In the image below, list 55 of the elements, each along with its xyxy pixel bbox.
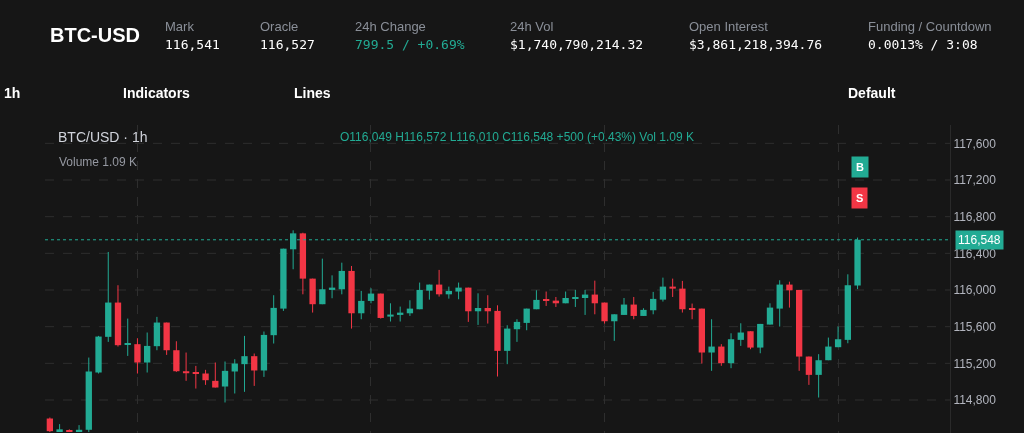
y-tick-label: 116,800 [953,209,997,224]
candlestick [640,307,647,317]
candlestick [319,258,326,305]
y-tick-label: 115,600 [953,319,997,334]
candlestick [708,318,715,372]
candlestick [241,335,248,393]
annotation: B [856,161,864,173]
text: Oracle [260,19,299,34]
candlestick [348,265,355,330]
text: Lines [294,85,331,101]
text: 799.5 / +0.69% [355,37,465,52]
text: 0.0013% / 3:08 [868,37,978,52]
candlestick [95,335,102,375]
text: Funding / Countdown [868,19,992,34]
text: $3,861,218,394.76 [689,37,823,52]
candlestick [747,330,754,350]
text: 116,527 [260,37,315,52]
y-tick-label: 117,200 [953,173,997,188]
candlestick [815,353,822,399]
candlestick [679,280,686,314]
candlestick [173,340,180,373]
text: $1,740,790,214.32 [510,37,644,52]
y-tick-label: 115,200 [953,356,997,371]
candlestick [134,337,141,375]
candlestick [426,284,433,301]
annotation: O116,049 H116,572 L116,010 C116,548 +500 (+0.43%) Vol 1.09 K [340,130,695,144]
text: BTC-USD [50,24,140,46]
candlestick [572,289,579,308]
text: 24h Vol [510,19,554,34]
candlestick [309,278,316,314]
ref-line-label: 116,548 [958,233,1001,247]
candlestick [416,282,423,310]
candlestick [163,322,170,356]
candlestick [825,337,832,361]
text: Indicators [123,85,191,101]
y-tick-label: 116,400 [953,246,997,261]
annotation: S [856,192,864,204]
text: 24h Change [355,19,426,34]
text: Open Interest [689,19,769,34]
y-tick-label: 116,000 [953,283,997,298]
y-tick-label: 114,800 [953,393,997,408]
candlestick [387,302,394,323]
text: Default [848,85,896,101]
candlestick [280,248,287,312]
text: 1h [4,85,21,101]
chart-title: BTC/USD · 1h [58,128,148,145]
text: Mark [165,19,195,34]
candlestick [455,282,462,300]
annotation: Volume 1.09 K [59,155,138,169]
candlestick [494,304,501,378]
candlestick [533,289,540,310]
candlestick [601,302,608,325]
text: 116,541 [165,37,220,52]
candlestick [56,423,63,433]
y-tick-label: 117,600 [953,136,997,151]
